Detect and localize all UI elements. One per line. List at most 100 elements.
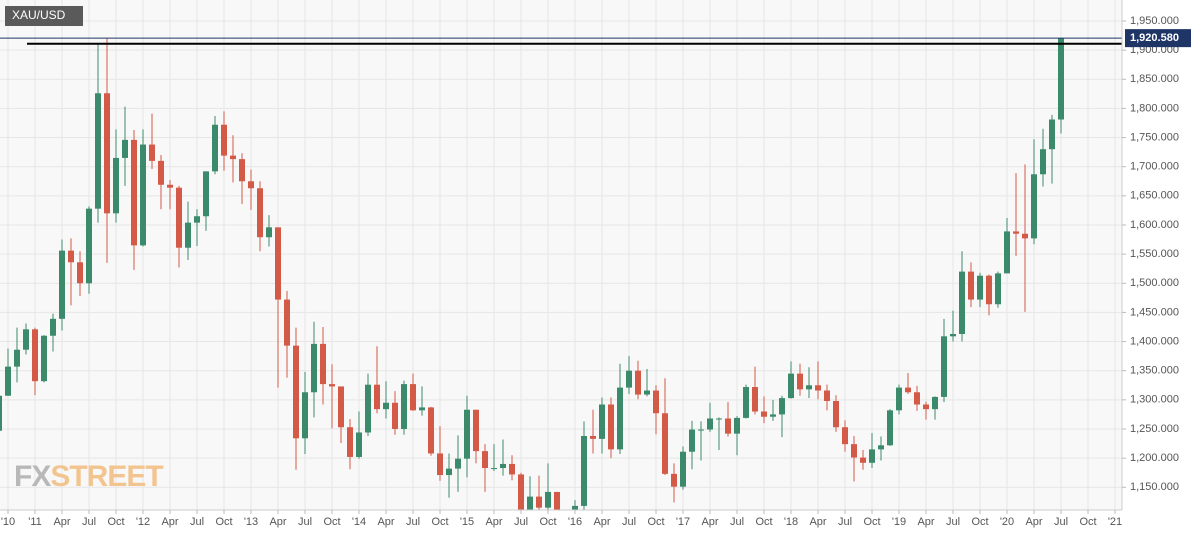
candle-body [770,414,776,417]
candle-body [140,144,146,246]
candle-body [545,491,551,508]
x-tick-label: Oct [215,516,232,528]
candle-body [383,402,389,410]
candle-body [1040,149,1046,175]
x-tick-label: '15 [460,516,474,528]
candle-body [788,373,794,399]
x-tick-label: Oct [107,516,124,528]
x-tick-label: '20 [1000,516,1014,528]
x-tick-label: Oct [431,516,448,528]
candle-body [662,413,668,474]
x-tick-label: Apr [269,516,286,528]
candle-body [752,387,758,412]
candle-body [374,384,380,410]
x-tick-label: Jul [946,516,960,528]
candle-body [995,273,1001,305]
candle-body [410,384,416,411]
x-tick-label: Apr [53,516,70,528]
candle-body [725,418,731,434]
candle-body [500,463,506,469]
y-tick-label: 1,250.000 [1130,423,1179,435]
candle-body [743,387,749,418]
candles [0,37,1122,510]
x-tick-label: '21 [1108,516,1122,528]
candle-body [761,411,767,417]
price-label-box [1125,29,1191,48]
candle-body [311,343,317,393]
x-tick-label: '17 [676,516,690,528]
candle-body [5,366,11,396]
candle-body [392,402,398,429]
candle-body [644,390,650,395]
candle-body [824,390,830,402]
grid [0,0,1122,510]
y-tick-label: 1,350.000 [1130,365,1179,377]
x-tick-label: '13 [244,516,258,528]
candle-body [923,404,929,410]
candle-body [59,250,65,319]
candle-body [887,410,893,446]
candle-body [437,453,443,476]
candle-body [1058,38,1064,120]
candle-body [302,392,308,439]
x-tick-label: Jul [514,516,528,528]
candle-body [518,474,524,510]
candle-body [32,329,38,382]
x-tick-label: '10 [1,516,15,528]
candle-body [455,458,461,469]
candle-body [608,404,614,450]
candle-body [491,468,497,470]
candle-body [122,139,128,158]
candle-body [860,457,866,463]
candle-body [941,336,947,397]
x-tick-label: '12 [136,516,150,528]
x-tick-label: '11 [28,516,42,528]
candle-body [77,262,83,284]
x-tick-label: Apr [593,516,610,528]
candle-body [365,384,371,433]
watermark: FXSTREET [14,460,163,493]
candle-body [617,387,623,450]
candle-body [689,429,695,452]
candle-body [833,401,839,428]
candle-body [131,139,137,246]
candle-body [1022,233,1028,239]
y-tick-label: 1,150.000 [1130,481,1179,493]
y-tick-label: 1,200.000 [1130,452,1179,464]
x-tick-label: Apr [1025,516,1042,528]
candle-body [104,93,110,214]
candle-body [347,427,353,457]
candle-body [626,370,632,388]
candle-body [194,216,200,223]
candle-body [329,384,335,387]
candle-body [878,445,884,450]
x-tick-label: Oct [647,516,664,528]
candle-body [230,155,236,160]
candle-body [707,418,713,430]
candle-body [815,385,821,391]
candle-body [482,451,488,469]
y-tick-label: 1,700.000 [1130,161,1179,173]
x-tick-label: Jul [406,516,420,528]
candle-body [932,396,938,410]
candle-body [419,407,425,411]
candle-body [428,407,434,454]
x-tick-label: Apr [161,516,178,528]
x-tick-label: Apr [809,516,826,528]
candle-body [41,335,47,382]
candle-body [779,398,785,415]
candle-body [356,432,362,457]
plot-background [0,0,1122,510]
watermark-fx: FX [14,460,51,493]
candle-body [203,171,209,217]
watermark-street: STREET [50,460,163,493]
candle-body [158,160,164,185]
candle-body [554,491,560,510]
x-tick-label: Jul [82,516,96,528]
candle-body [14,349,20,367]
candle-body [1013,231,1019,234]
y-tick-label: 1,550.000 [1130,248,1179,260]
candle-body [446,468,452,476]
candle-body [266,227,272,238]
